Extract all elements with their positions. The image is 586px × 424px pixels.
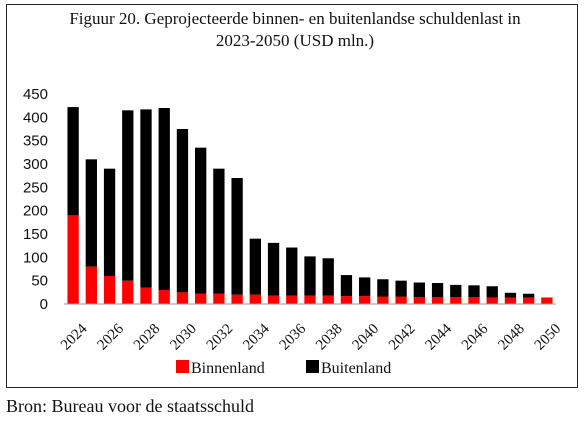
y-tick-label: 0 [40, 296, 48, 313]
y-tick-label: 300 [23, 156, 48, 173]
bar-buitenland-2043 [413, 282, 425, 297]
y-tick-label: 400 [23, 109, 48, 126]
chart-frame [6, 4, 578, 388]
x-tick-label: 2038 [313, 321, 346, 354]
bar-binnenland-2040 [359, 296, 371, 304]
y-axis: 0 50 100 150 200 250 300 350 400 450 [23, 86, 48, 313]
bar-buitenland-2047 [486, 286, 498, 298]
x-tick-label: 2032 [204, 321, 237, 354]
bar-buitenland-2040 [359, 277, 371, 297]
bar-binnenland-2026 [103, 276, 116, 304]
bar-buitenland-2044 [431, 283, 444, 297]
bar-buitenland-2032 [213, 168, 225, 294]
x-axis: 2024 2026 2028 2030 2032 2034 2036 2038 2040 2042… [58, 303, 565, 354]
bar-buitenland-2031 [195, 147, 207, 294]
y-tick-label: 50 [31, 273, 48, 290]
x-tick-label: 2036 [277, 321, 310, 354]
y-tick-label: 200 [23, 203, 48, 220]
x-tick-label: 2050 [532, 321, 565, 354]
legend: Binnenland Buitenland [176, 360, 391, 377]
bar-buitenland-2033 [231, 178, 243, 295]
bar-binnenland-2049 [523, 297, 535, 304]
legend-swatch-buitenland [306, 360, 319, 373]
source-note: Bron: Bureau voor de staatsschuld [6, 396, 254, 416]
bar-binnenland-2050 [541, 297, 553, 304]
bar-buitenland-2029 [158, 108, 170, 290]
bar-buitenland-2037 [304, 256, 316, 296]
bar-buitenland-2041 [377, 279, 389, 297]
chart-title: Figuur 20. Geprojecteerde binnen- en bui… [69, 9, 521, 50]
y-tick-label: 350 [23, 133, 48, 150]
bar-binnenland-2047 [486, 297, 498, 304]
bar-buitenland-2024 [67, 107, 79, 216]
x-tick-label: 2030 [167, 321, 200, 354]
x-tick-label: 2042 [386, 321, 419, 354]
legend-swatch-binnenland [176, 360, 189, 373]
x-tick-label: 2040 [350, 321, 383, 354]
legend-label-binnenland: Binnenland [191, 360, 265, 377]
bar-binnenland-2045 [450, 297, 462, 304]
bar-binnenland-2039 [340, 296, 353, 304]
bar-buitenland-2039 [340, 275, 353, 297]
x-tick-label: 2048 [495, 321, 528, 354]
bar-binnenland-2034 [249, 294, 261, 304]
x-tick-label: 2024 [58, 321, 91, 354]
bar-buitenland-2035 [267, 242, 280, 296]
bar-buitenland-2025 [85, 159, 97, 267]
bar-binnenland-2036 [286, 295, 298, 304]
bar-binnenland-2027 [122, 280, 134, 304]
x-tick-label: 2046 [459, 321, 492, 354]
bar-binnenland-2029 [158, 290, 170, 304]
bar-binnenland-2043 [413, 297, 425, 304]
bar-buitenland-2026 [103, 168, 116, 276]
bar-buitenland-2048 [504, 292, 517, 298]
bar-binnenland-2048 [504, 297, 517, 304]
bar-binnenland-2042 [395, 296, 407, 304]
y-tick-label: 100 [23, 249, 48, 266]
bar-buitenland-2034 [249, 238, 261, 295]
x-tick-label: 2034 [240, 321, 273, 354]
x-tick-label: 2044 [422, 321, 455, 354]
bar-buitenland-2027 [122, 110, 134, 281]
y-tick-label: 250 [23, 179, 48, 196]
bar-buitenland-2038 [322, 258, 334, 296]
bar-buitenland-2045 [450, 284, 462, 297]
bar-binnenland-2041 [377, 296, 389, 304]
bar-buitenland-2049 [523, 293, 535, 298]
bar-binnenland-2030 [176, 292, 189, 304]
bar-buitenland-2042 [395, 280, 407, 297]
bar-binnenland-2032 [213, 293, 225, 304]
y-tick-label: 450 [23, 86, 48, 103]
bar-binnenland-2024 [67, 215, 79, 304]
bar-binnenland-2028 [140, 287, 152, 304]
x-tick-label: 2028 [131, 321, 164, 354]
bar-binnenland-2031 [195, 293, 207, 304]
bar-buitenland-2036 [286, 247, 298, 296]
bar-binnenland-2037 [304, 295, 316, 304]
legend-label-buitenland: Buitenland [321, 360, 391, 377]
bar-buitenland-2046 [468, 285, 480, 297]
bar-binnenland-2046 [468, 297, 480, 304]
bar-binnenland-2033 [231, 294, 243, 304]
bar-binnenland-2025 [85, 266, 97, 304]
bar-buitenland-2028 [140, 109, 152, 288]
bar-buitenland-2030 [176, 129, 189, 293]
bar-binnenland-2038 [322, 295, 334, 304]
bar-binnenland-2035 [267, 295, 280, 304]
bars [67, 107, 553, 304]
x-tick-label: 2026 [94, 321, 127, 354]
bar-binnenland-2044 [431, 297, 444, 304]
y-tick-label: 150 [23, 226, 48, 243]
